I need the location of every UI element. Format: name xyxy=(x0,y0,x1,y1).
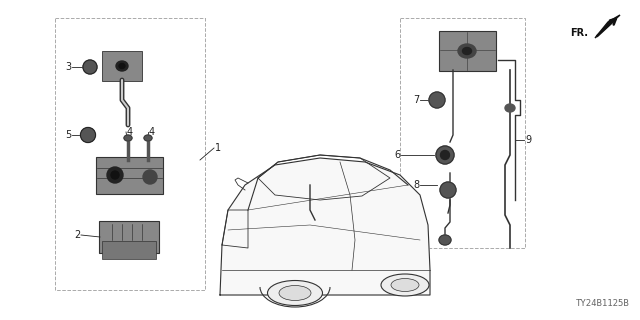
Ellipse shape xyxy=(436,146,454,164)
Polygon shape xyxy=(220,158,430,295)
FancyBboxPatch shape xyxy=(102,51,142,81)
Ellipse shape xyxy=(381,274,429,296)
Text: 8: 8 xyxy=(413,180,419,190)
FancyBboxPatch shape xyxy=(304,177,328,193)
Text: 1: 1 xyxy=(215,143,221,153)
Ellipse shape xyxy=(505,104,515,112)
Bar xyxy=(55,18,205,290)
FancyBboxPatch shape xyxy=(102,241,156,259)
Text: 5: 5 xyxy=(65,130,71,140)
Ellipse shape xyxy=(391,278,419,292)
FancyBboxPatch shape xyxy=(99,221,159,253)
Polygon shape xyxy=(595,15,620,38)
Ellipse shape xyxy=(463,47,472,54)
Text: 4: 4 xyxy=(127,127,133,137)
FancyBboxPatch shape xyxy=(96,157,163,194)
Ellipse shape xyxy=(107,167,123,183)
Ellipse shape xyxy=(439,235,451,245)
Ellipse shape xyxy=(111,171,119,179)
Text: 9: 9 xyxy=(525,135,531,145)
Ellipse shape xyxy=(440,182,456,198)
Bar xyxy=(400,18,525,248)
Ellipse shape xyxy=(116,61,128,71)
FancyBboxPatch shape xyxy=(439,31,496,71)
Text: FR.: FR. xyxy=(570,28,588,38)
Ellipse shape xyxy=(119,63,125,68)
Ellipse shape xyxy=(268,281,323,306)
Text: TY24B1125B: TY24B1125B xyxy=(576,299,630,308)
Text: 4: 4 xyxy=(149,127,155,137)
Text: 7: 7 xyxy=(413,95,419,105)
Ellipse shape xyxy=(279,285,311,300)
Text: 3: 3 xyxy=(65,62,71,72)
Ellipse shape xyxy=(81,127,95,142)
Text: 6: 6 xyxy=(394,150,400,160)
Ellipse shape xyxy=(458,44,476,58)
Text: 2: 2 xyxy=(74,230,80,240)
Ellipse shape xyxy=(144,135,152,141)
Ellipse shape xyxy=(440,150,449,159)
Ellipse shape xyxy=(124,135,132,141)
Ellipse shape xyxy=(429,92,445,108)
Ellipse shape xyxy=(83,60,97,74)
Ellipse shape xyxy=(143,170,157,184)
